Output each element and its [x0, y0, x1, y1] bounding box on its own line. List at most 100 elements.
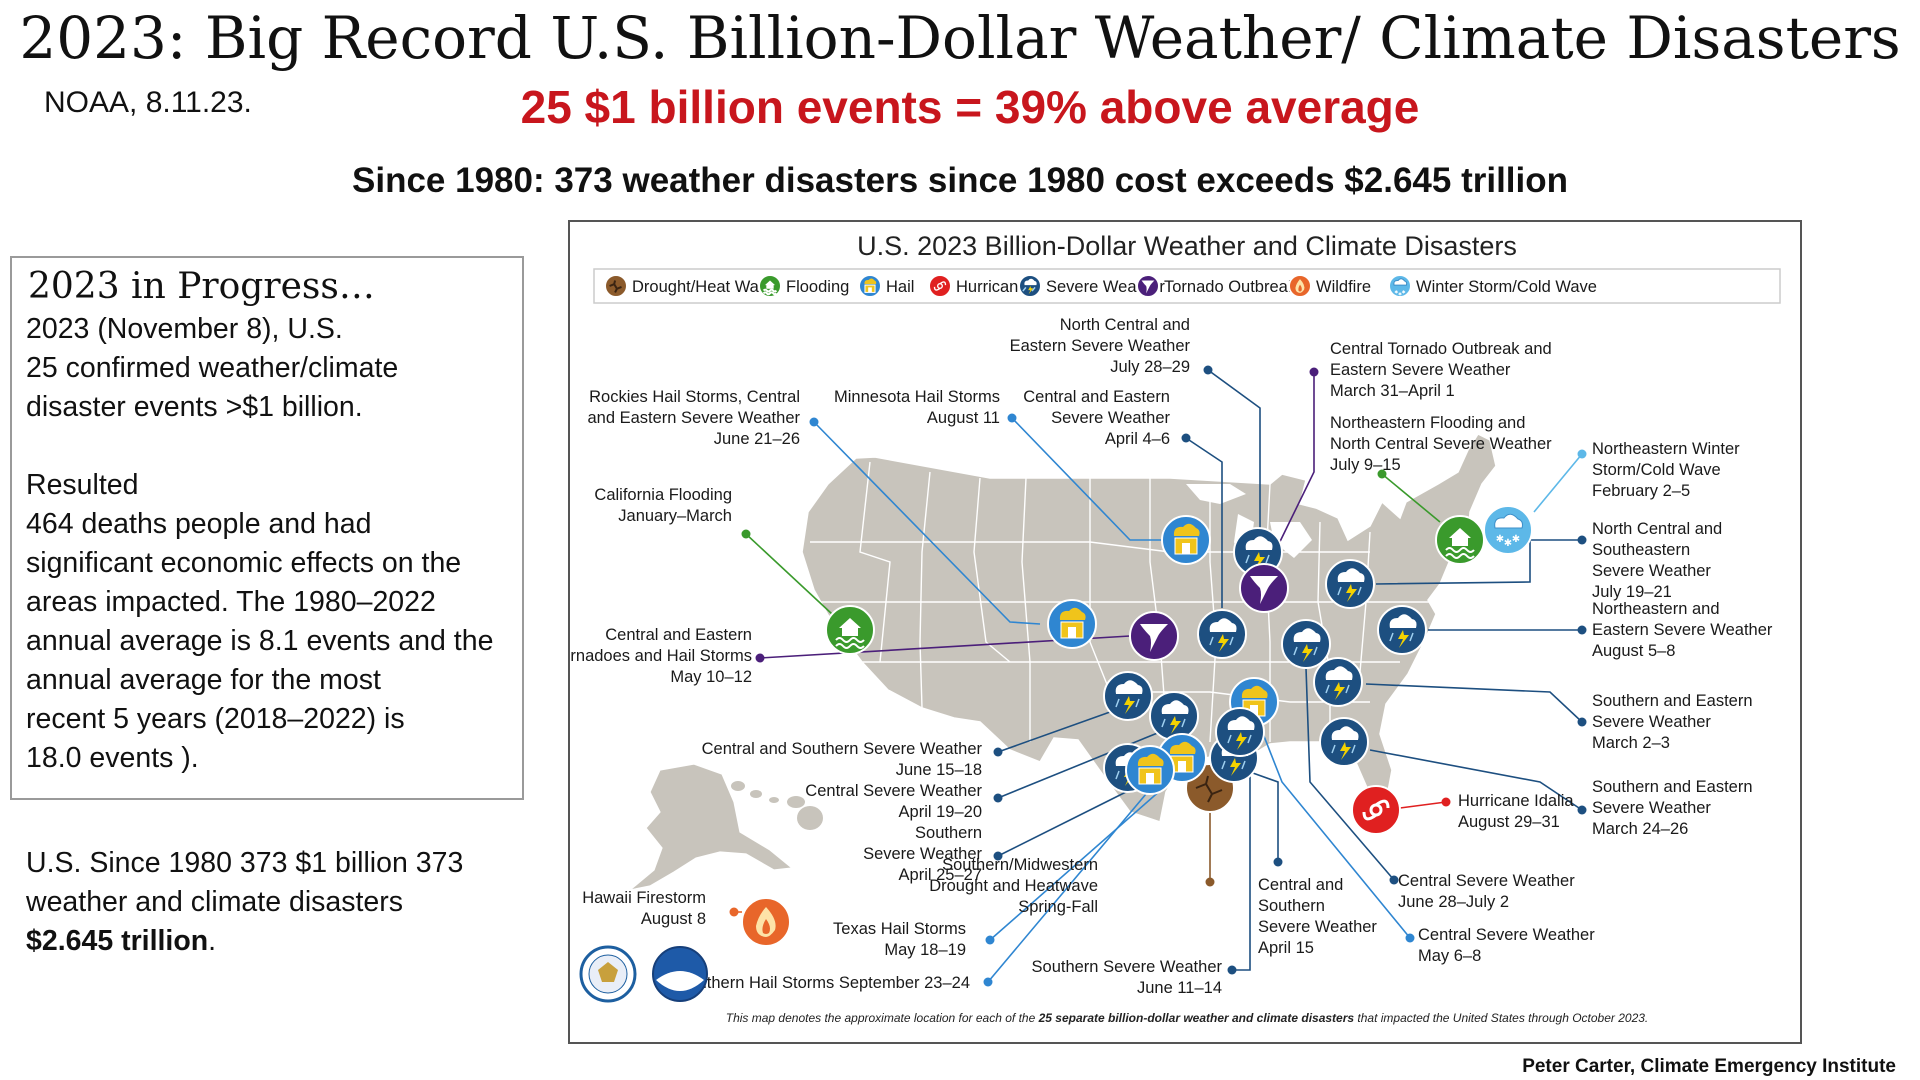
legend-item-tornado: Tornado Outbreak — [1136, 274, 1297, 298]
flood-icon — [758, 274, 782, 298]
event-marker-severe-icon — [1149, 691, 1199, 741]
event-label-line: January–March — [618, 507, 732, 525]
svg-text:✱: ✱ — [1394, 290, 1398, 295]
event-marker-hail-icon — [1161, 515, 1211, 565]
callout-dot — [1389, 875, 1399, 885]
event-label: Minnesota Hail Storms August 11 — [834, 388, 1000, 427]
callout-line — [1399, 801, 1447, 809]
event-label-line: Eastern Severe Weather — [1330, 361, 1511, 379]
event-label: Southern Severe Weather June 11–14 — [1032, 958, 1223, 997]
svg-text:✱: ✱ — [1402, 290, 1406, 295]
svg-text:✱: ✱ — [1398, 292, 1402, 297]
event-label-line: Severe Weather — [1592, 713, 1711, 731]
summary-line: U.S. Since 1980 373 $1 billion 373 — [26, 847, 464, 879]
summary-period: . — [208, 925, 217, 957]
event-label: Central Tornado Outbreak and Eastern Seve… — [1330, 340, 1552, 400]
winter-icon: ✱ ✱ ✱ — [1388, 274, 1412, 298]
event-label-line: Hawaii Firestorm — [582, 889, 706, 907]
progress-line — [26, 427, 508, 466]
callout-line — [989, 781, 1171, 941]
callout-line — [745, 533, 833, 615]
event-label-line: Severe Weather — [863, 845, 982, 863]
event-label-line: Rockies Hail Storms, Central — [589, 388, 800, 406]
callout-dot — [1577, 449, 1587, 459]
event-label-line: Eastern Severe Weather — [1010, 337, 1191, 355]
event-label-line: Eastern Severe Weather — [1592, 621, 1773, 639]
progress-line: 464 deaths people and had — [26, 508, 372, 540]
callout-line — [1369, 749, 1583, 811]
noaa-logo — [652, 946, 708, 1002]
summary-line: weather and climate disasters — [26, 886, 404, 918]
event-label: Central and Eastern Tornadoes and Hail St… — [570, 626, 752, 686]
event-label: Central Severe Weather April 19–20 — [805, 782, 982, 821]
event-marker-severe-icon — [1377, 605, 1427, 655]
event-label-line: Northeastern Winter — [1592, 440, 1740, 458]
event-label-line: Texas Hail Storms — [833, 920, 966, 938]
event-marker-severe-icon — [1325, 559, 1375, 609]
callout-dot — [1577, 535, 1587, 545]
progress-line: recent 5 years (2018–2022) is — [26, 703, 405, 735]
callout-dot — [993, 793, 1003, 803]
event-label-line: August 11 — [927, 409, 1000, 427]
event-label-line: April 19–20 — [899, 803, 982, 821]
callout-line — [997, 731, 1161, 799]
callout-line — [997, 711, 1111, 753]
event-label-line: Storm/Cold Wave — [1592, 461, 1721, 479]
callout-dot — [1227, 965, 1237, 975]
event-label-line: Southern/Midwestern — [942, 856, 1098, 874]
progress-line: annual average for the most — [26, 664, 381, 696]
commerce-seal — [579, 945, 637, 1003]
event-label-line: Minnesota Hail Storms — [834, 388, 1000, 406]
legend-item-drought: Drought/Heat Wave — [604, 274, 776, 298]
event-label-line: May 10–12 — [670, 668, 752, 686]
event-label-line: June 15–18 — [896, 761, 982, 779]
event-label-line: Southern — [1258, 897, 1325, 915]
legend-label: Wildfire — [1316, 278, 1371, 296]
callout-dot — [1377, 469, 1387, 479]
callout-line — [1249, 771, 1279, 862]
event-label: Southern/Midwestern Drought and Heatwave S… — [929, 856, 1098, 916]
event-label-line: North Central Severe Weather — [1330, 435, 1552, 453]
event-label: North Central and Eastern Severe Weather J… — [1010, 316, 1191, 376]
drought-icon — [604, 274, 628, 298]
legend-item-flood: Flooding — [758, 274, 849, 298]
event-label-line: Central and — [1258, 876, 1343, 894]
event-label: Central Severe Weather May 6–8 — [1418, 926, 1595, 965]
event-label-line: North Central and — [1592, 520, 1722, 538]
legend-label: Winter Storm/Cold Wave — [1416, 278, 1597, 296]
event-label: Central and Southern Severe Weather June … — [702, 740, 983, 779]
event-marker-winter-icon: ✱ ✱ ✱ — [1483, 505, 1533, 555]
svg-text:✱: ✱ — [1496, 534, 1504, 545]
legend-label: Hail — [886, 278, 914, 296]
callout-dot — [1577, 805, 1587, 815]
legend-item-wildfire: Wildfire — [1288, 274, 1371, 298]
progress-line: 2023 (November 8), U.S. — [26, 313, 343, 345]
callout-line — [1269, 372, 1315, 563]
event-label: Northeastern and Eastern Severe Weather Au… — [1592, 600, 1773, 660]
hurricane-icon — [928, 274, 952, 298]
event-label-line: Severe Weather — [1051, 409, 1170, 427]
event-label: Southern Severe Weather April 25–27 — [863, 824, 982, 884]
event-label: Northeastern Flooding and North Central S… — [1330, 414, 1552, 474]
event-label-line: April 15 — [1258, 939, 1314, 957]
event-label-line: Central and Southern Severe Weather — [702, 740, 983, 758]
event-label-line: Southern and Eastern — [1592, 778, 1753, 796]
event-label-line: Northeastern and — [1592, 600, 1720, 618]
event-label-line: Central Severe Weather — [1418, 926, 1595, 944]
callout-dot — [1309, 367, 1319, 377]
legend-item-severe: Severe Weather — [1018, 274, 1165, 298]
source-note: NOAA, 8.11.23. — [44, 86, 252, 119]
callout-dot — [1273, 857, 1283, 867]
callout-dot — [1405, 933, 1415, 943]
event-label-line: Central and Eastern — [605, 626, 752, 644]
event-marker-severe-icon — [1215, 707, 1265, 757]
callout-line — [997, 791, 1127, 857]
callout-line — [1259, 725, 1411, 939]
event-label-line: May 18–19 — [884, 941, 966, 959]
severe-icon — [1018, 274, 1042, 298]
event-label-line: Northeastern Flooding and — [1330, 414, 1525, 432]
callout-line — [1375, 539, 1582, 585]
event-label-line: Southeastern — [1592, 541, 1690, 559]
disaster-map-panel: U.S. 2023 Billion-Dollar Weather and Cli… — [568, 220, 1802, 1044]
event-label: Texas Hail Storms May 18–19 — [833, 920, 966, 959]
